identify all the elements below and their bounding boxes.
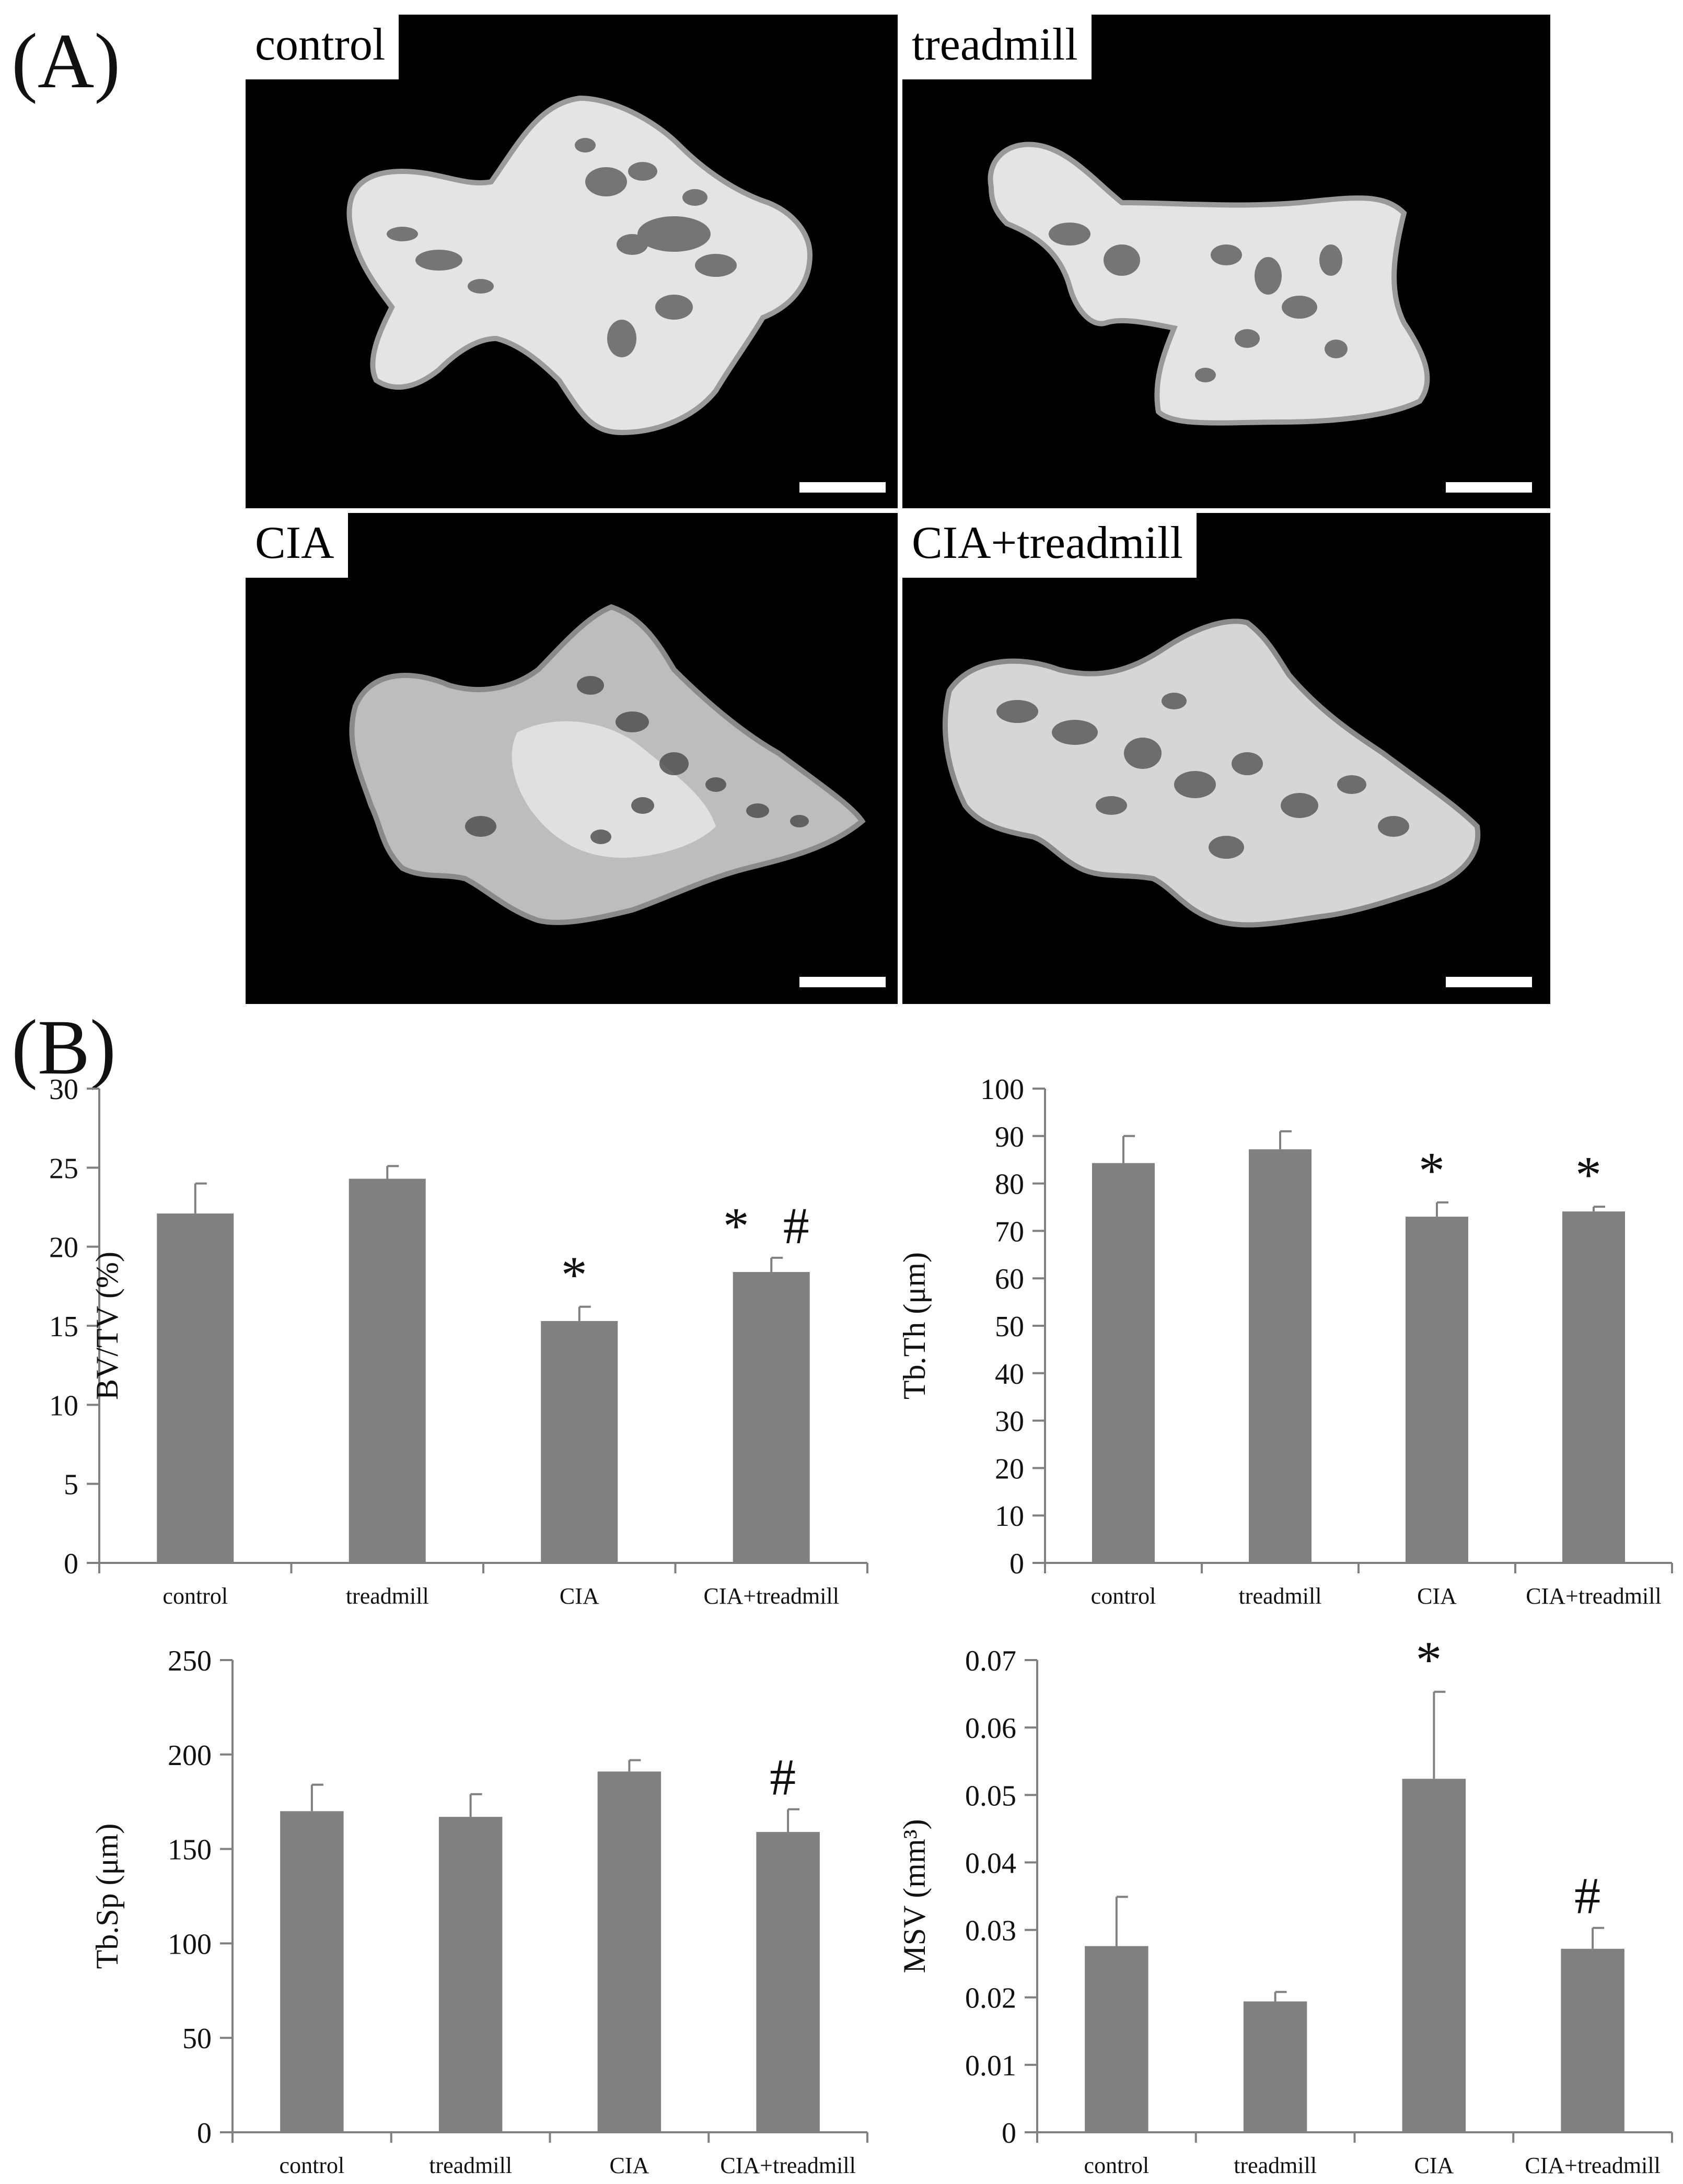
y-tick-label: 50	[182, 2023, 212, 2055]
y-tick-label: 0.02	[965, 1982, 1016, 2015]
y-axis-label: Tb.Sp (μm)	[90, 1824, 124, 1969]
bar	[1562, 1211, 1625, 1563]
bar	[157, 1213, 234, 1563]
significance-marker: * #	[723, 1197, 820, 1255]
bone-render	[349, 604, 866, 925]
x-tick-label: CIA	[1414, 2153, 1454, 2178]
significance-marker: #	[1574, 1867, 1611, 1925]
image-label: CIA+treadmill	[902, 513, 1197, 578]
y-tick-label: 0.05	[965, 1780, 1016, 1812]
x-tick-label: control	[1084, 2153, 1150, 2178]
bar	[1561, 1948, 1624, 2132]
y-tick-label: 10	[995, 1500, 1024, 1533]
y-tick-label: 30	[995, 1406, 1024, 1438]
y-tick-label: 80	[995, 1169, 1024, 1201]
y-tick-label: 90	[995, 1121, 1024, 1153]
x-tick-label: control	[163, 1583, 228, 1609]
bone-render	[988, 142, 1430, 426]
y-tick-label: 20	[49, 1232, 78, 1264]
micro-ct-image-cia: CIA	[246, 513, 898, 1004]
bar	[756, 1832, 820, 2132]
x-tick-label: treadmill	[346, 1583, 429, 1609]
y-tick-label: 250	[168, 1645, 212, 1677]
x-tick-label: CIA+treadmill	[1525, 2153, 1660, 2178]
bar	[1085, 1946, 1148, 2132]
y-tick-label: 150	[168, 1834, 212, 1866]
y-tick-label: 10	[49, 1389, 78, 1422]
bar	[280, 1811, 344, 2132]
bar	[1092, 1163, 1155, 1563]
x-tick-label: CIA+treadmill	[704, 1583, 839, 1609]
image-label: CIA	[246, 513, 348, 578]
bone-render	[346, 95, 813, 436]
significance-marker: *	[1419, 1141, 1455, 1199]
bar	[1243, 2001, 1307, 2132]
y-tick-label: 0	[197, 2117, 212, 2150]
y-tick-label: 60	[995, 1263, 1024, 1295]
micro-ct-image-cia-treadmill: CIA+treadmill	[902, 513, 1550, 1004]
y-tick-label: 100	[168, 1928, 212, 1960]
x-tick-label: CIA	[1417, 1583, 1457, 1609]
bar	[597, 1771, 661, 2132]
y-tick-label: 0.06	[965, 1712, 1016, 1745]
bar	[1402, 1779, 1466, 2132]
x-tick-label: treadmill	[1234, 2153, 1317, 2178]
y-tick-label: 50	[995, 1311, 1024, 1343]
y-axis-label: BV/TV (%)	[90, 1252, 124, 1400]
scale-bar	[799, 977, 886, 987]
scale-bar	[1446, 482, 1532, 493]
significance-marker: *	[561, 1246, 598, 1304]
y-tick-label: 0.03	[965, 1915, 1016, 1947]
y-tick-label: 20	[995, 1453, 1024, 1485]
y-tick-label: 0.07	[965, 1645, 1016, 1677]
micro-ct-image-control: control	[246, 15, 898, 508]
significance-marker: *	[1575, 1146, 1612, 1204]
y-tick-label: 0.04	[965, 1847, 1016, 1879]
bar	[541, 1321, 618, 1563]
x-tick-label: CIA+treadmill	[720, 2153, 855, 2178]
x-tick-label: CIA	[609, 2153, 649, 2178]
y-tick-label: 200	[168, 1739, 212, 1772]
bar	[733, 1272, 810, 1563]
panel-label-a: (A)	[11, 18, 121, 104]
bone-render	[943, 618, 1481, 928]
y-tick-label: 25	[49, 1152, 78, 1185]
y-tick-label: 0	[1002, 2117, 1016, 2150]
image-label: treadmill	[902, 15, 1092, 79]
scale-bar	[1446, 977, 1532, 987]
bar	[1249, 1149, 1311, 1563]
x-tick-label: treadmill	[429, 2153, 512, 2178]
significance-marker: *	[1415, 1631, 1452, 1689]
image-label: control	[246, 15, 399, 79]
x-tick-label: treadmill	[1239, 1583, 1322, 1609]
y-tick-label: 0	[64, 1548, 78, 1580]
y-tick-label: 40	[995, 1358, 1024, 1391]
micro-ct-image-treadmill: treadmill	[902, 15, 1550, 508]
bar	[438, 1817, 503, 2132]
y-tick-label: 70	[995, 1216, 1024, 1248]
panel-label-b: (B)	[11, 1004, 116, 1091]
y-tick-label: 30	[49, 1073, 78, 1106]
y-tick-label: 5	[64, 1469, 78, 1501]
y-tick-label: 100	[980, 1073, 1024, 1106]
x-tick-label: control	[1091, 1583, 1156, 1609]
x-tick-label: control	[280, 2153, 345, 2178]
x-tick-label: CIA+treadmill	[1526, 1583, 1661, 1609]
y-tick-label: 0	[1009, 1548, 1024, 1580]
significance-marker: #	[770, 1748, 806, 1806]
scale-bar	[799, 482, 886, 493]
y-tick-label: 0.01	[965, 2050, 1016, 2082]
bar	[349, 1178, 426, 1563]
bar	[1406, 1217, 1468, 1563]
y-tick-label: 15	[49, 1311, 78, 1343]
y-axis-label: MSV (mm³)	[897, 1819, 932, 1973]
y-axis-label: Tb.Th (μm)	[897, 1252, 932, 1399]
x-tick-label: CIA	[560, 1583, 599, 1609]
